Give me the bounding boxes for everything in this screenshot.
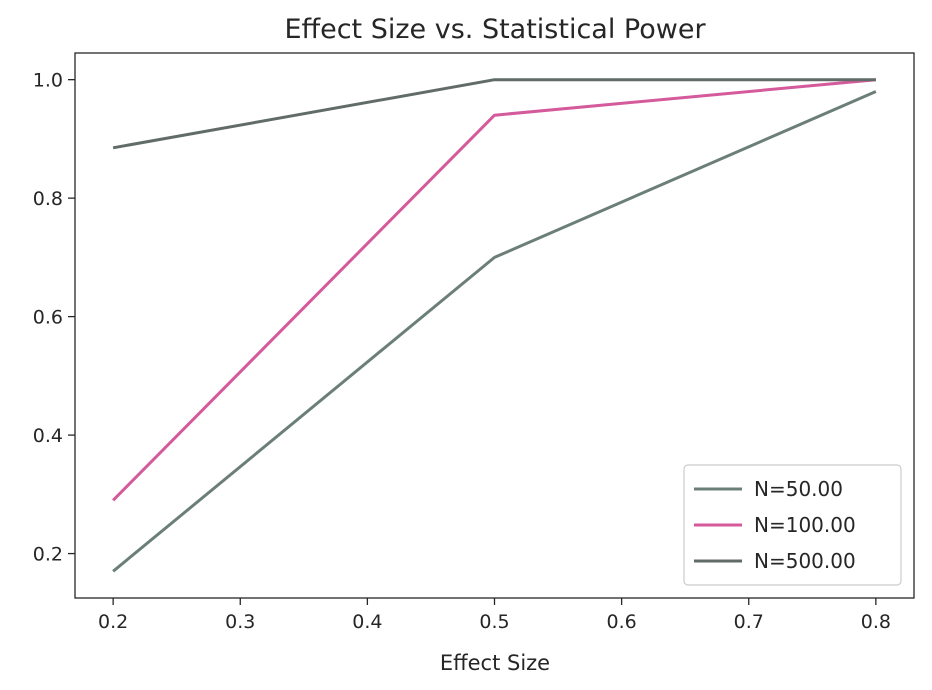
series-line-2	[112, 78, 877, 502]
x-axis-label: Effect Size	[440, 651, 550, 675]
legend-box	[683, 464, 902, 586]
y-tick-label: 0.8	[33, 188, 63, 210]
y-tick-label: 0.2	[33, 544, 63, 566]
y-tick-label: 0.6	[33, 307, 63, 329]
x-tick-label: 0.7	[734, 611, 764, 633]
legend-label-3: N=500.00	[754, 549, 856, 573]
plot-area: 0.2 0.3 0.4 0.5 0.6 0.7 0.8 0.2 0.4 0.6 0.8 1.0	[33, 52, 915, 633]
legend-label-2: N=100.00	[754, 513, 856, 537]
x-tick-label: 0.5	[479, 611, 509, 633]
x-tick-label: 0.8	[861, 611, 891, 633]
x-tick-label: 0.6	[607, 611, 637, 633]
x-tick-label: 0.4	[352, 611, 382, 633]
x-tick-label: 0.2	[98, 611, 128, 633]
y-tick-label: 1.0	[33, 70, 63, 92]
y-tick-label: 0.4	[33, 425, 63, 447]
legend-label-1: N=50.00	[754, 477, 843, 501]
chart-title: Effect Size vs. Statistical Power	[284, 14, 706, 45]
x-tick-label: 0.3	[225, 611, 255, 633]
series-line-3	[112, 78, 876, 150]
series-line-1	[112, 90, 877, 573]
legend: N=50.00 N=100.00 N=500.00	[683, 464, 902, 586]
